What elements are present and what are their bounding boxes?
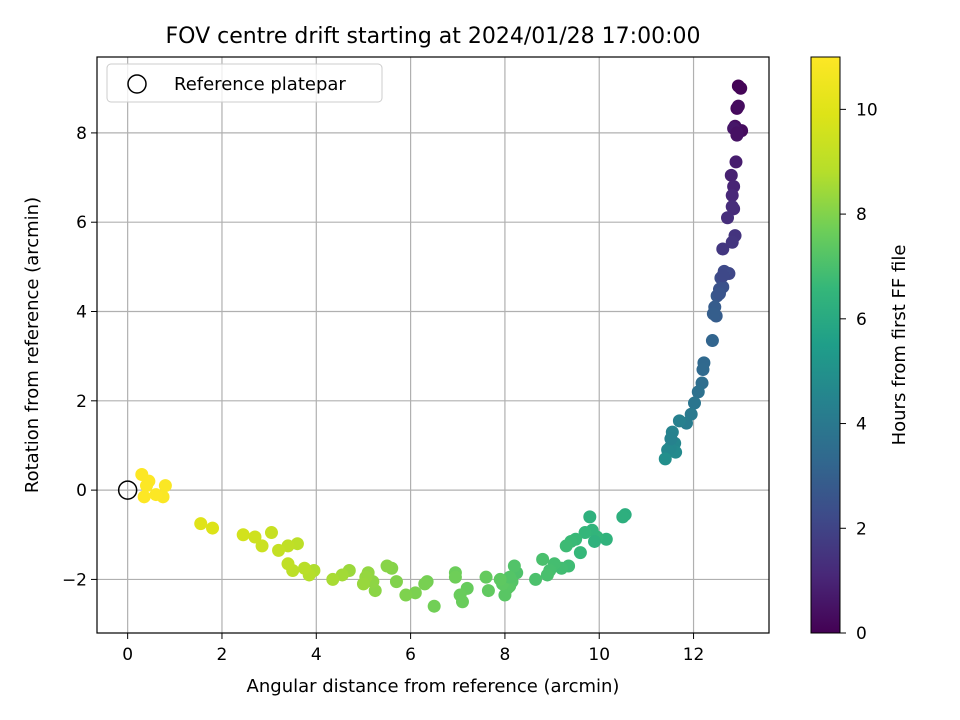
x-tick-label: 0	[122, 645, 133, 665]
data-point	[705, 334, 719, 348]
x-axis-ticks: 0 2 4 6 8 10 12	[122, 633, 704, 665]
y-tick-label: 6	[76, 213, 87, 233]
data-point	[725, 235, 739, 249]
data-point	[716, 269, 730, 283]
data-point	[264, 526, 278, 540]
data-point	[140, 479, 154, 493]
colorbar	[810, 56, 841, 634]
data-point	[712, 287, 726, 301]
data-point	[297, 561, 311, 575]
data-point	[380, 559, 394, 573]
y-tick-label: 0	[76, 481, 87, 501]
y-tick-label: 4	[76, 303, 87, 323]
data-point	[493, 572, 507, 586]
data-point	[706, 307, 720, 321]
colorbar-tick-label: 0	[856, 624, 867, 644]
data-point	[137, 490, 151, 504]
y-tick-label: −2	[62, 570, 87, 590]
data-point	[236, 528, 250, 542]
data-point	[389, 575, 403, 589]
data-point	[730, 126, 744, 140]
legend-box	[106, 63, 383, 103]
data-point	[135, 467, 149, 481]
data-point	[248, 530, 262, 544]
data-point	[696, 363, 710, 377]
data-point	[616, 510, 630, 524]
data-point	[672, 414, 686, 428]
data-point	[721, 211, 735, 225]
data-point	[481, 584, 495, 598]
colorbar-label: Hours from first FF file	[889, 245, 910, 446]
data-point	[479, 570, 493, 584]
data-point	[729, 155, 743, 169]
data-point	[573, 546, 587, 560]
y-axis-label: Rotation from reference (arcmin)	[22, 197, 43, 493]
x-tick-label: 6	[405, 645, 416, 665]
y-tick-label: 8	[76, 124, 87, 144]
data-point	[498, 588, 512, 602]
x-tick-label: 10	[588, 645, 610, 665]
data-point	[583, 510, 597, 524]
legend-entry-label: Reference platepar	[174, 74, 346, 95]
data-point	[725, 200, 739, 214]
data-point	[158, 479, 172, 493]
data-point	[399, 588, 413, 602]
legend: Reference platepar	[106, 63, 383, 103]
data-point	[734, 81, 748, 95]
data-point	[281, 557, 295, 571]
data-point	[418, 577, 432, 591]
data-point	[559, 539, 573, 553]
x-axis-label: Angular distance from reference (arcmin)	[247, 676, 620, 697]
colorbar-tick-label: 8	[856, 205, 867, 225]
data-point	[149, 488, 163, 502]
data-point	[272, 543, 286, 557]
x-tick-label: 4	[311, 645, 322, 665]
colorbar-tick-label: 10	[856, 100, 878, 120]
colorbar-tick-label: 6	[856, 310, 867, 330]
data-point	[448, 570, 462, 584]
chart-title: FOV centre drift starting at 2024/01/28 …	[166, 24, 701, 49]
plot-frame	[96, 56, 770, 634]
reference-platepar-marker	[117, 480, 138, 500]
data-point	[206, 521, 220, 535]
data-point	[536, 552, 550, 566]
data-point	[664, 432, 678, 446]
data-point	[687, 396, 701, 410]
data-points	[135, 79, 749, 613]
data-point	[427, 599, 441, 613]
data-point	[255, 539, 269, 553]
data-point	[453, 588, 467, 602]
x-tick-label: 8	[500, 645, 511, 665]
data-point	[691, 385, 705, 399]
data-point	[731, 99, 745, 113]
x-tick-label: 2	[217, 645, 228, 665]
y-axis-ticks: −2 0 2 4 6 8	[62, 124, 97, 590]
legend-marker	[127, 74, 147, 94]
data-point	[507, 559, 521, 573]
data-point	[529, 572, 543, 586]
data-point	[326, 572, 340, 586]
data-point	[658, 452, 672, 466]
x-tick-label: 12	[683, 645, 705, 665]
data-point	[578, 526, 592, 540]
y-tick-label: 2	[76, 392, 87, 412]
grid	[97, 57, 769, 633]
data-point	[588, 534, 602, 548]
data-point	[724, 168, 738, 182]
colorbar-tick-label: 4	[856, 415, 867, 435]
data-point	[194, 517, 208, 531]
colorbar-ticks: 0 2 4 6 8 10	[840, 100, 878, 644]
data-point	[725, 188, 739, 202]
data-point	[540, 568, 554, 582]
data-point	[356, 577, 370, 591]
data-point	[716, 242, 730, 256]
colorbar-tick-label: 2	[856, 519, 867, 539]
